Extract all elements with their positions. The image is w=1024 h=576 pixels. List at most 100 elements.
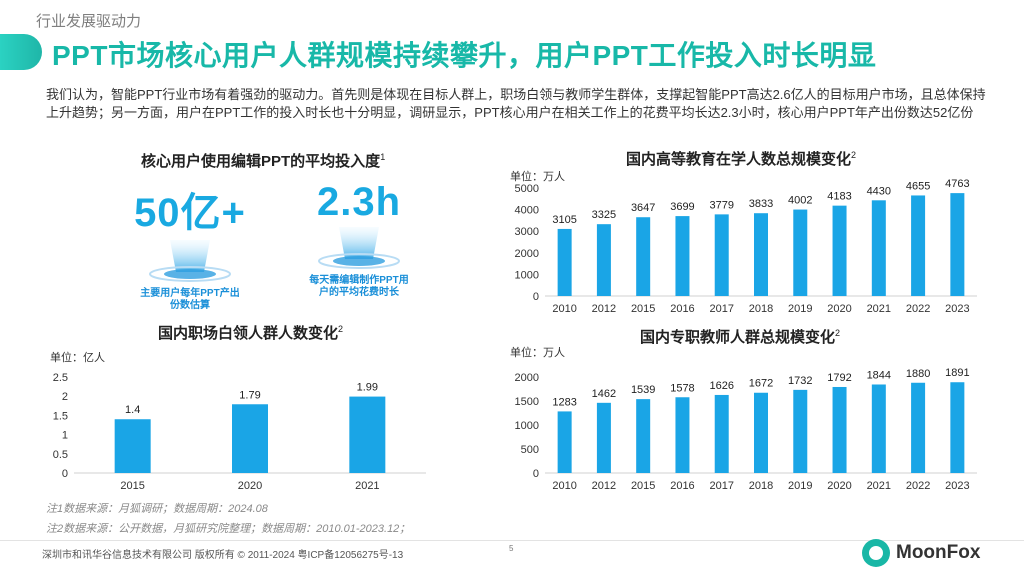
bar [636, 399, 651, 473]
bar [675, 216, 690, 296]
y-tick-label: 1 [62, 430, 68, 442]
data-label: 1626 [709, 380, 733, 392]
chart-title-text: 国内专职教师人群总规模变化 [640, 329, 836, 346]
bar [832, 386, 847, 473]
x-tick-label: 2012 [592, 303, 616, 315]
logo-text: MoonFox [896, 542, 981, 563]
y-tick-label: 0 [533, 468, 539, 480]
chart-title-higher-edu: 国内高等教育在学人数总规模变化2 [626, 148, 856, 169]
bar [950, 382, 965, 473]
data-label: 3833 [749, 198, 773, 210]
bar [557, 228, 572, 296]
source-note-1: 注1数据来源：月狐调研；数据周期：2024.08 [46, 503, 268, 515]
y-tick-label: 1000 [515, 420, 539, 432]
source-note-2: 注2数据来源：公开数据，月狐研究院整理；数据周期：2010.01-2023.12… [46, 523, 411, 535]
y-tick-label: 0.5 [53, 449, 68, 461]
data-label: 1.99 [357, 382, 378, 394]
x-tick-label: 2010 [552, 480, 576, 492]
kpi-panel-title-text: 核心用户使用编辑PPT的平均投入度 [141, 153, 381, 170]
y-tick-label: 3000 [515, 226, 539, 238]
kpi-value: 50亿+ [134, 191, 246, 235]
intro-paragraph: 我们认为，智能PPT行业市场有着强劲的驱动力。首先则是体现在目标人群上，职场白领… [46, 87, 986, 120]
data-label: 3325 [592, 209, 616, 221]
bar [232, 404, 268, 473]
data-label: 1539 [631, 384, 655, 396]
x-tick-label: 2017 [709, 303, 733, 315]
x-tick-label: 2015 [631, 480, 655, 492]
bar [596, 224, 611, 296]
kpi-value: 2.3h [316, 180, 402, 224]
chart-title-sup: 2 [851, 150, 857, 160]
x-tick-label: 2012 [592, 480, 616, 492]
bar [793, 209, 808, 296]
y-tick-label: 5000 [515, 183, 539, 195]
data-label: 1.79 [239, 389, 260, 401]
x-tick-label: 2020 [827, 480, 851, 492]
data-label: 4655 [906, 180, 930, 192]
y-tick-label: 2000 [515, 372, 539, 384]
y-tick-label: 0 [62, 468, 68, 480]
y-tick-label: 1500 [515, 396, 539, 408]
data-label: 4183 [827, 191, 851, 203]
bar [349, 396, 386, 473]
data-label: 1844 [867, 369, 891, 381]
white-collar-bar-chart: 0 0.5 1 1.5 2 2.5 1.4 2015 1.79 2020 1.99 2021 [53, 372, 426, 492]
data-label: 3779 [709, 199, 733, 211]
data-label: 1.4 [125, 404, 140, 416]
bar [950, 193, 965, 296]
bar [832, 205, 847, 296]
bar [754, 213, 768, 296]
x-tick-label: 2015 [120, 480, 144, 492]
moonfox-logo-icon [862, 539, 890, 567]
bar [911, 195, 926, 296]
chart-title-teachers: 国内专职教师人群总规模变化2 [640, 326, 840, 347]
y-tick-label: 1.5 [53, 410, 68, 422]
data-label: 1283 [552, 396, 576, 408]
y-tick-label: 4000 [515, 205, 539, 217]
y-tick-label: 2000 [515, 248, 539, 260]
x-tick-label: 2017 [709, 480, 733, 492]
y-tick-label: 0 [533, 291, 539, 303]
teachers-bar-chart: 0 500 1000 1500 2000 1283 2010 1462 2012 1539 2015… [515, 367, 977, 492]
x-tick-label: 2018 [749, 480, 773, 492]
glow-pedestal-icon [309, 227, 409, 271]
y-tick-label: 2.5 [53, 372, 68, 384]
chart-unit-label: 单位：万人 [510, 171, 565, 183]
x-tick-label: 2022 [906, 480, 930, 492]
title-accent-bar [0, 34, 42, 70]
y-tick-label: 2 [62, 391, 68, 403]
x-tick-label: 2021 [867, 480, 891, 492]
x-tick-label: 2016 [670, 480, 694, 492]
bar [871, 384, 886, 473]
y-tick-label: 500 [521, 444, 539, 456]
chart-title-sup: 2 [338, 324, 344, 334]
data-label: 1462 [592, 388, 616, 400]
x-tick-label: 2019 [788, 303, 812, 315]
kpi-card-avg-time: 2.3h 每天需编辑制作PPT用 户的平均花费时长 [289, 180, 429, 299]
x-tick-label: 2020 [827, 303, 851, 315]
bar [714, 394, 729, 473]
x-tick-label: 2019 [788, 480, 812, 492]
data-label: 3699 [670, 201, 694, 213]
kpi-card-ppt-count: 50亿+ 主要用户每年PPT产出 份数估算 [120, 180, 260, 312]
chart-unit-label: 单位：万人 [510, 347, 565, 359]
page-number: 5 [509, 544, 514, 553]
data-label: 4763 [945, 178, 969, 190]
data-label: 1880 [906, 368, 930, 380]
kpi-caption-line2: 份数估算 [170, 300, 210, 311]
x-tick-label: 2021 [355, 480, 379, 492]
bar [557, 411, 572, 473]
section-label: 行业发展驱动力 [36, 13, 142, 30]
footer-divider [0, 540, 1024, 541]
x-tick-label: 2020 [238, 480, 262, 492]
x-tick-label: 2021 [867, 303, 891, 315]
data-label: 1578 [670, 382, 694, 394]
bar [714, 214, 729, 296]
bar [871, 200, 886, 296]
kpi-panel-title: 核心用户使用编辑PPT的平均投入度1 [141, 150, 385, 171]
bar [911, 382, 926, 473]
page-title: PPT市场核心用户人群规模持续攀升，用户PPT工作投入时长明显 [52, 40, 877, 71]
kpi-caption-line2: 户的平均花费时长 [319, 287, 399, 298]
bar [114, 419, 151, 473]
kpi-caption-line1: 每天需编辑制作PPT用 [309, 275, 409, 286]
